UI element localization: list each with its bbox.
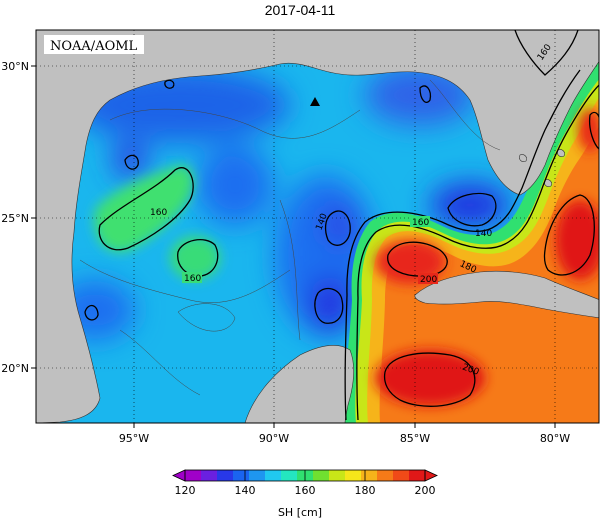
contour-label: 160 (182, 272, 202, 284)
contour-lines (79, 30, 599, 421)
colorbar-swatch (345, 470, 362, 481)
colorbar-min-arrow (172, 469, 186, 482)
watermark-text: NOAA/AOML (50, 39, 138, 54)
colorbar-swatch (249, 470, 266, 481)
y-axis-labels: 20°N 25°N 30°N (1, 60, 29, 375)
colorbar-swatch (313, 470, 330, 481)
svg-text:160: 160 (184, 274, 201, 284)
station-marker-triangle (310, 97, 320, 106)
svg-text:200: 200 (420, 275, 437, 285)
colorbar-swatch (329, 470, 346, 481)
colorbar-tick-label: 200 (415, 484, 436, 497)
colorbar-label: SH [cm] (278, 506, 322, 519)
watermark-box (44, 35, 144, 54)
y-tick-label: 20°N (1, 362, 29, 375)
x-tick-label: 90°W (259, 432, 289, 445)
ocean-field (36, 30, 599, 423)
svg-text:160: 160 (412, 218, 429, 228)
contour-label: 200 (418, 273, 438, 285)
coastline (36, 30, 599, 423)
contour-label: 140 (475, 229, 492, 239)
colorbar-swatch (409, 470, 426, 481)
y-tick-label: 30°N (1, 60, 29, 73)
colorbar-swatch (217, 470, 234, 481)
colorbar-swatch (377, 470, 394, 481)
y-tick-label: 25°N (1, 212, 29, 225)
colorbar-tick-label: 120 (175, 484, 196, 497)
page-title: 2017-04-11 (264, 2, 336, 18)
map-panel: 160 160 140 160 140 180 200 200 160 NOAA… (36, 30, 599, 423)
colorbar-tick-label: 160 (295, 484, 316, 497)
x-axis-labels: 95°W 90°W 85°W 80°W (119, 432, 570, 445)
colorbar-swatch (265, 470, 282, 481)
svg-text:140: 140 (475, 229, 492, 239)
colorbar-max-arrow (424, 469, 438, 482)
colorbar-tick-label: 140 (235, 484, 256, 497)
colorbar-swatch (233, 470, 250, 481)
colorbar-tick-label: 180 (355, 484, 376, 497)
contour-label: 160 (410, 216, 430, 228)
colorbar-swatch (201, 470, 218, 481)
map-frame (35, 29, 600, 424)
x-tick-label: 80°W (540, 432, 570, 445)
colorbar: 120 140 160 180 200 (172, 469, 438, 497)
x-tick-label: 95°W (119, 432, 149, 445)
contour-label: 160 (148, 206, 168, 218)
axis-ticks (31, 65, 556, 428)
colorbar-swatch (361, 470, 378, 481)
x-tick-label: 85°W (400, 432, 430, 445)
colorbar-swatch (185, 470, 202, 481)
colorbar-swatch (281, 470, 298, 481)
svg-text:160: 160 (150, 208, 167, 218)
colorbar-swatch (393, 470, 410, 481)
